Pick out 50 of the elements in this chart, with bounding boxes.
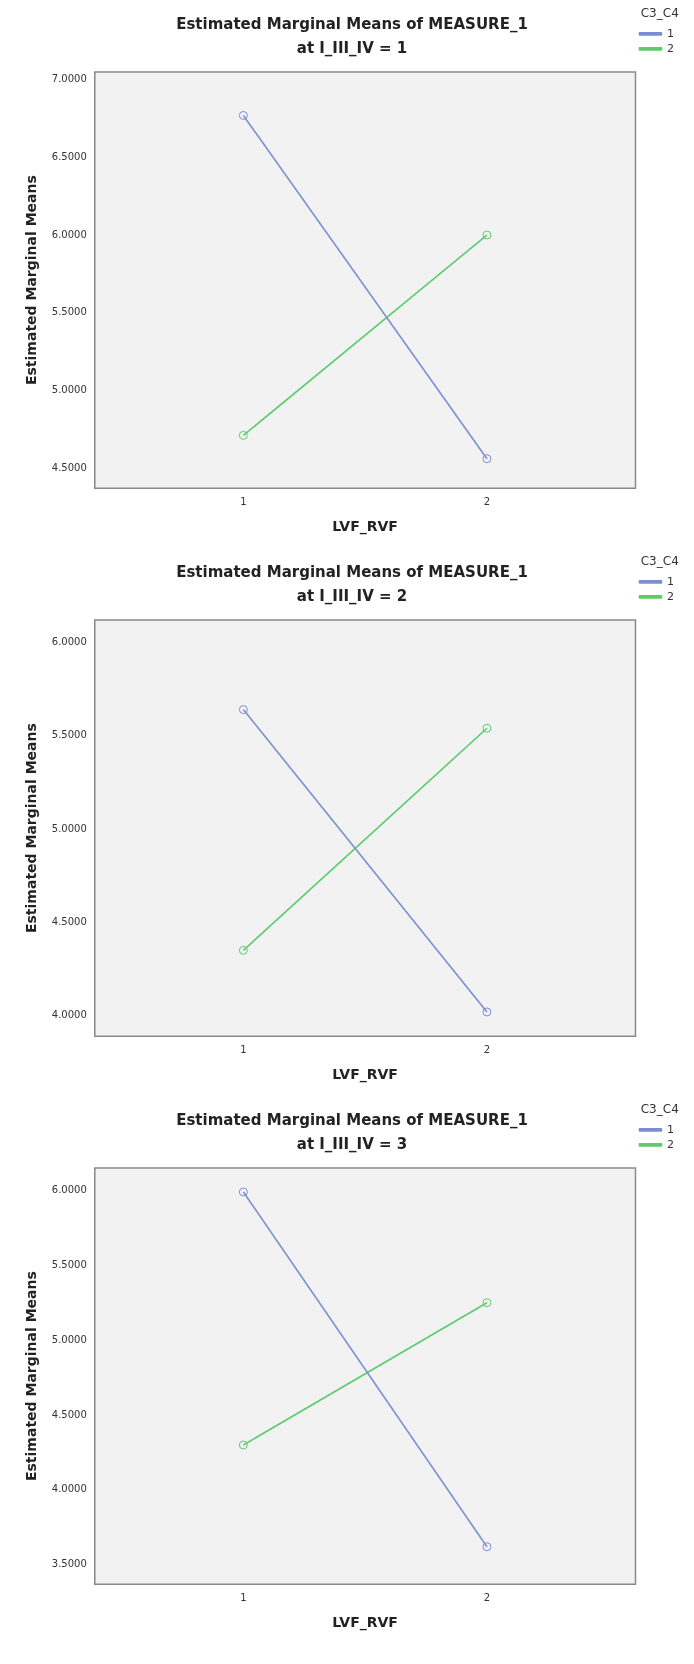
- y-tick-label: 5.5000: [51, 306, 87, 318]
- chart-title: Estimated Marginal Means of MEASURE_1: [176, 562, 528, 581]
- point: [482, 723, 492, 733]
- legend-label: 1: [667, 26, 674, 40]
- legend-label: 1: [667, 1122, 674, 1136]
- y-tick-label: 3.5000: [51, 1558, 87, 1570]
- y-axis-title: Estimated Marginal Means: [23, 723, 40, 934]
- y-tick-label: 4.0000: [51, 1009, 87, 1021]
- x-axis-title: LVF_RVF: [332, 1614, 398, 1632]
- legend-label: 2: [667, 41, 674, 55]
- y-tick-label: 5.0000: [51, 822, 87, 834]
- chart-subtitle: at I_III_IV = 3: [296, 1134, 408, 1153]
- x-axis-title: LVF_RVF: [332, 1066, 398, 1084]
- point: [238, 705, 248, 715]
- point: [238, 1440, 248, 1450]
- legend-label: 1: [667, 574, 674, 588]
- y-tick-label: 6.0000: [51, 228, 87, 240]
- y-tick-label: 6.0000: [51, 635, 87, 647]
- point: [482, 1542, 492, 1552]
- y-tick-label: 4.0000: [51, 1483, 87, 1495]
- point: [482, 230, 492, 240]
- y-tick-label: 4.5000: [51, 1408, 87, 1420]
- y-tick-label: 4.5000: [51, 461, 87, 473]
- y-tick-label: 4.5000: [51, 915, 87, 927]
- y-tick-label: 5.0000: [51, 1333, 87, 1345]
- chart-subtitle: at I_III_IV = 2: [296, 586, 408, 605]
- point: [482, 454, 492, 464]
- legend-label: 2: [667, 589, 674, 603]
- legend-title: C3_C4: [640, 6, 679, 21]
- point: [238, 945, 248, 955]
- y-tick-label: 7.0000: [51, 73, 87, 85]
- y-tick-label: 5.5000: [51, 729, 87, 741]
- y-axis-title: Estimated Marginal Means: [23, 175, 40, 386]
- point: [482, 1007, 492, 1017]
- x-axis-title: LVF_RVF: [332, 518, 398, 536]
- y-axis-title: Estimated Marginal Means: [23, 1271, 40, 1482]
- legend-title: C3_C4: [640, 1102, 679, 1117]
- point: [482, 1298, 492, 1308]
- chart-title: Estimated Marginal Means of MEASURE_1: [176, 14, 528, 33]
- legend-label: 2: [667, 1137, 674, 1151]
- y-tick-label: 5.0000: [51, 383, 87, 395]
- y-tick-label: 5.5000: [51, 1258, 87, 1270]
- legend-title: C3_C4: [640, 554, 679, 569]
- point: [238, 430, 248, 440]
- chart-subtitle: at I_III_IV = 1: [296, 38, 408, 57]
- point: [238, 110, 248, 120]
- chart-title: Estimated Marginal Means of MEASURE_1: [176, 1110, 528, 1129]
- y-tick-label: 6.5000: [51, 151, 87, 163]
- point: [238, 1187, 248, 1197]
- y-tick-label: 6.0000: [51, 1184, 87, 1196]
